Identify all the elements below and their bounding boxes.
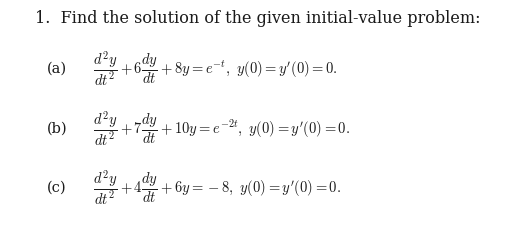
Text: $\dfrac{d^2y}{dt^2} + 6\dfrac{dy}{dt} + 8y = e^{-t},\ y(0) = y'(0) = 0.$: $\dfrac{d^2y}{dt^2} + 6\dfrac{dy}{dt} + … [93, 49, 337, 88]
Text: (b): (b) [46, 121, 67, 135]
Text: $\dfrac{d^2y}{dt^2} + 4\dfrac{dy}{dt} + 6y = -8,\ y(0) = y'(0) = 0.$: $\dfrac{d^2y}{dt^2} + 4\dfrac{dy}{dt} + … [93, 169, 341, 207]
Text: 1.  Find the solution of the given initial-value problem:: 1. Find the solution of the given initia… [35, 10, 481, 27]
Text: (a): (a) [46, 62, 67, 76]
Text: (c): (c) [47, 181, 67, 195]
Text: $\dfrac{d^2y}{dt^2} + 7\dfrac{dy}{dt} + 10y = e^{-2t},\ y(0) = y'(0) = 0.$: $\dfrac{d^2y}{dt^2} + 7\dfrac{dy}{dt} + … [93, 109, 350, 148]
